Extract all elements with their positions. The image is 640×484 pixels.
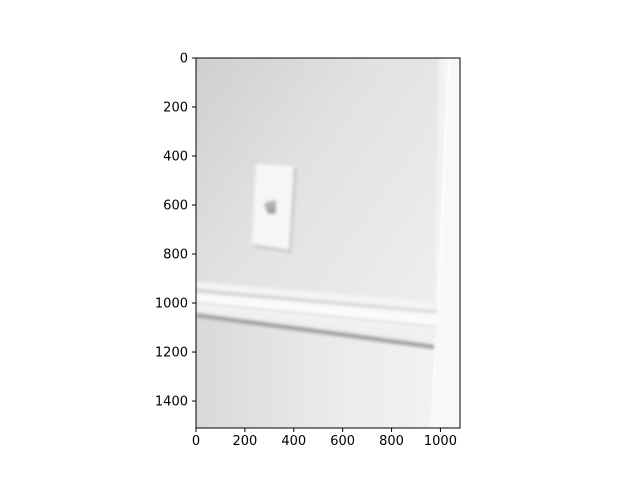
axes-frame (195, 57, 461, 429)
y-tick-label: 1400 (155, 395, 188, 410)
wall-lower (196, 316, 434, 428)
x-tick-label: 200 (232, 434, 257, 449)
x-tick-label: 400 (281, 434, 306, 449)
x-tick-label: 0 (192, 434, 200, 449)
x-tick-label: 1000 (424, 434, 457, 449)
chair-rail (196, 282, 437, 349)
y-tick-label: 0 (180, 52, 188, 67)
y-tick-label: 1200 (155, 346, 188, 361)
x-tick-label: 800 (379, 434, 404, 449)
x-axis: 0 200 400 600 800 1000 (192, 428, 457, 449)
y-tick-label: 800 (163, 248, 188, 263)
photo (196, 58, 460, 428)
x-tick-label: 600 (330, 434, 355, 449)
y-tick-label: 400 (163, 150, 188, 165)
y-tick-label: 600 (163, 199, 188, 214)
y-axis: 0 200 400 600 800 1000 1200 1400 (155, 52, 196, 410)
y-tick-label: 200 (163, 101, 188, 116)
switch-plate (252, 164, 297, 253)
y-tick-label: 1000 (155, 297, 188, 312)
